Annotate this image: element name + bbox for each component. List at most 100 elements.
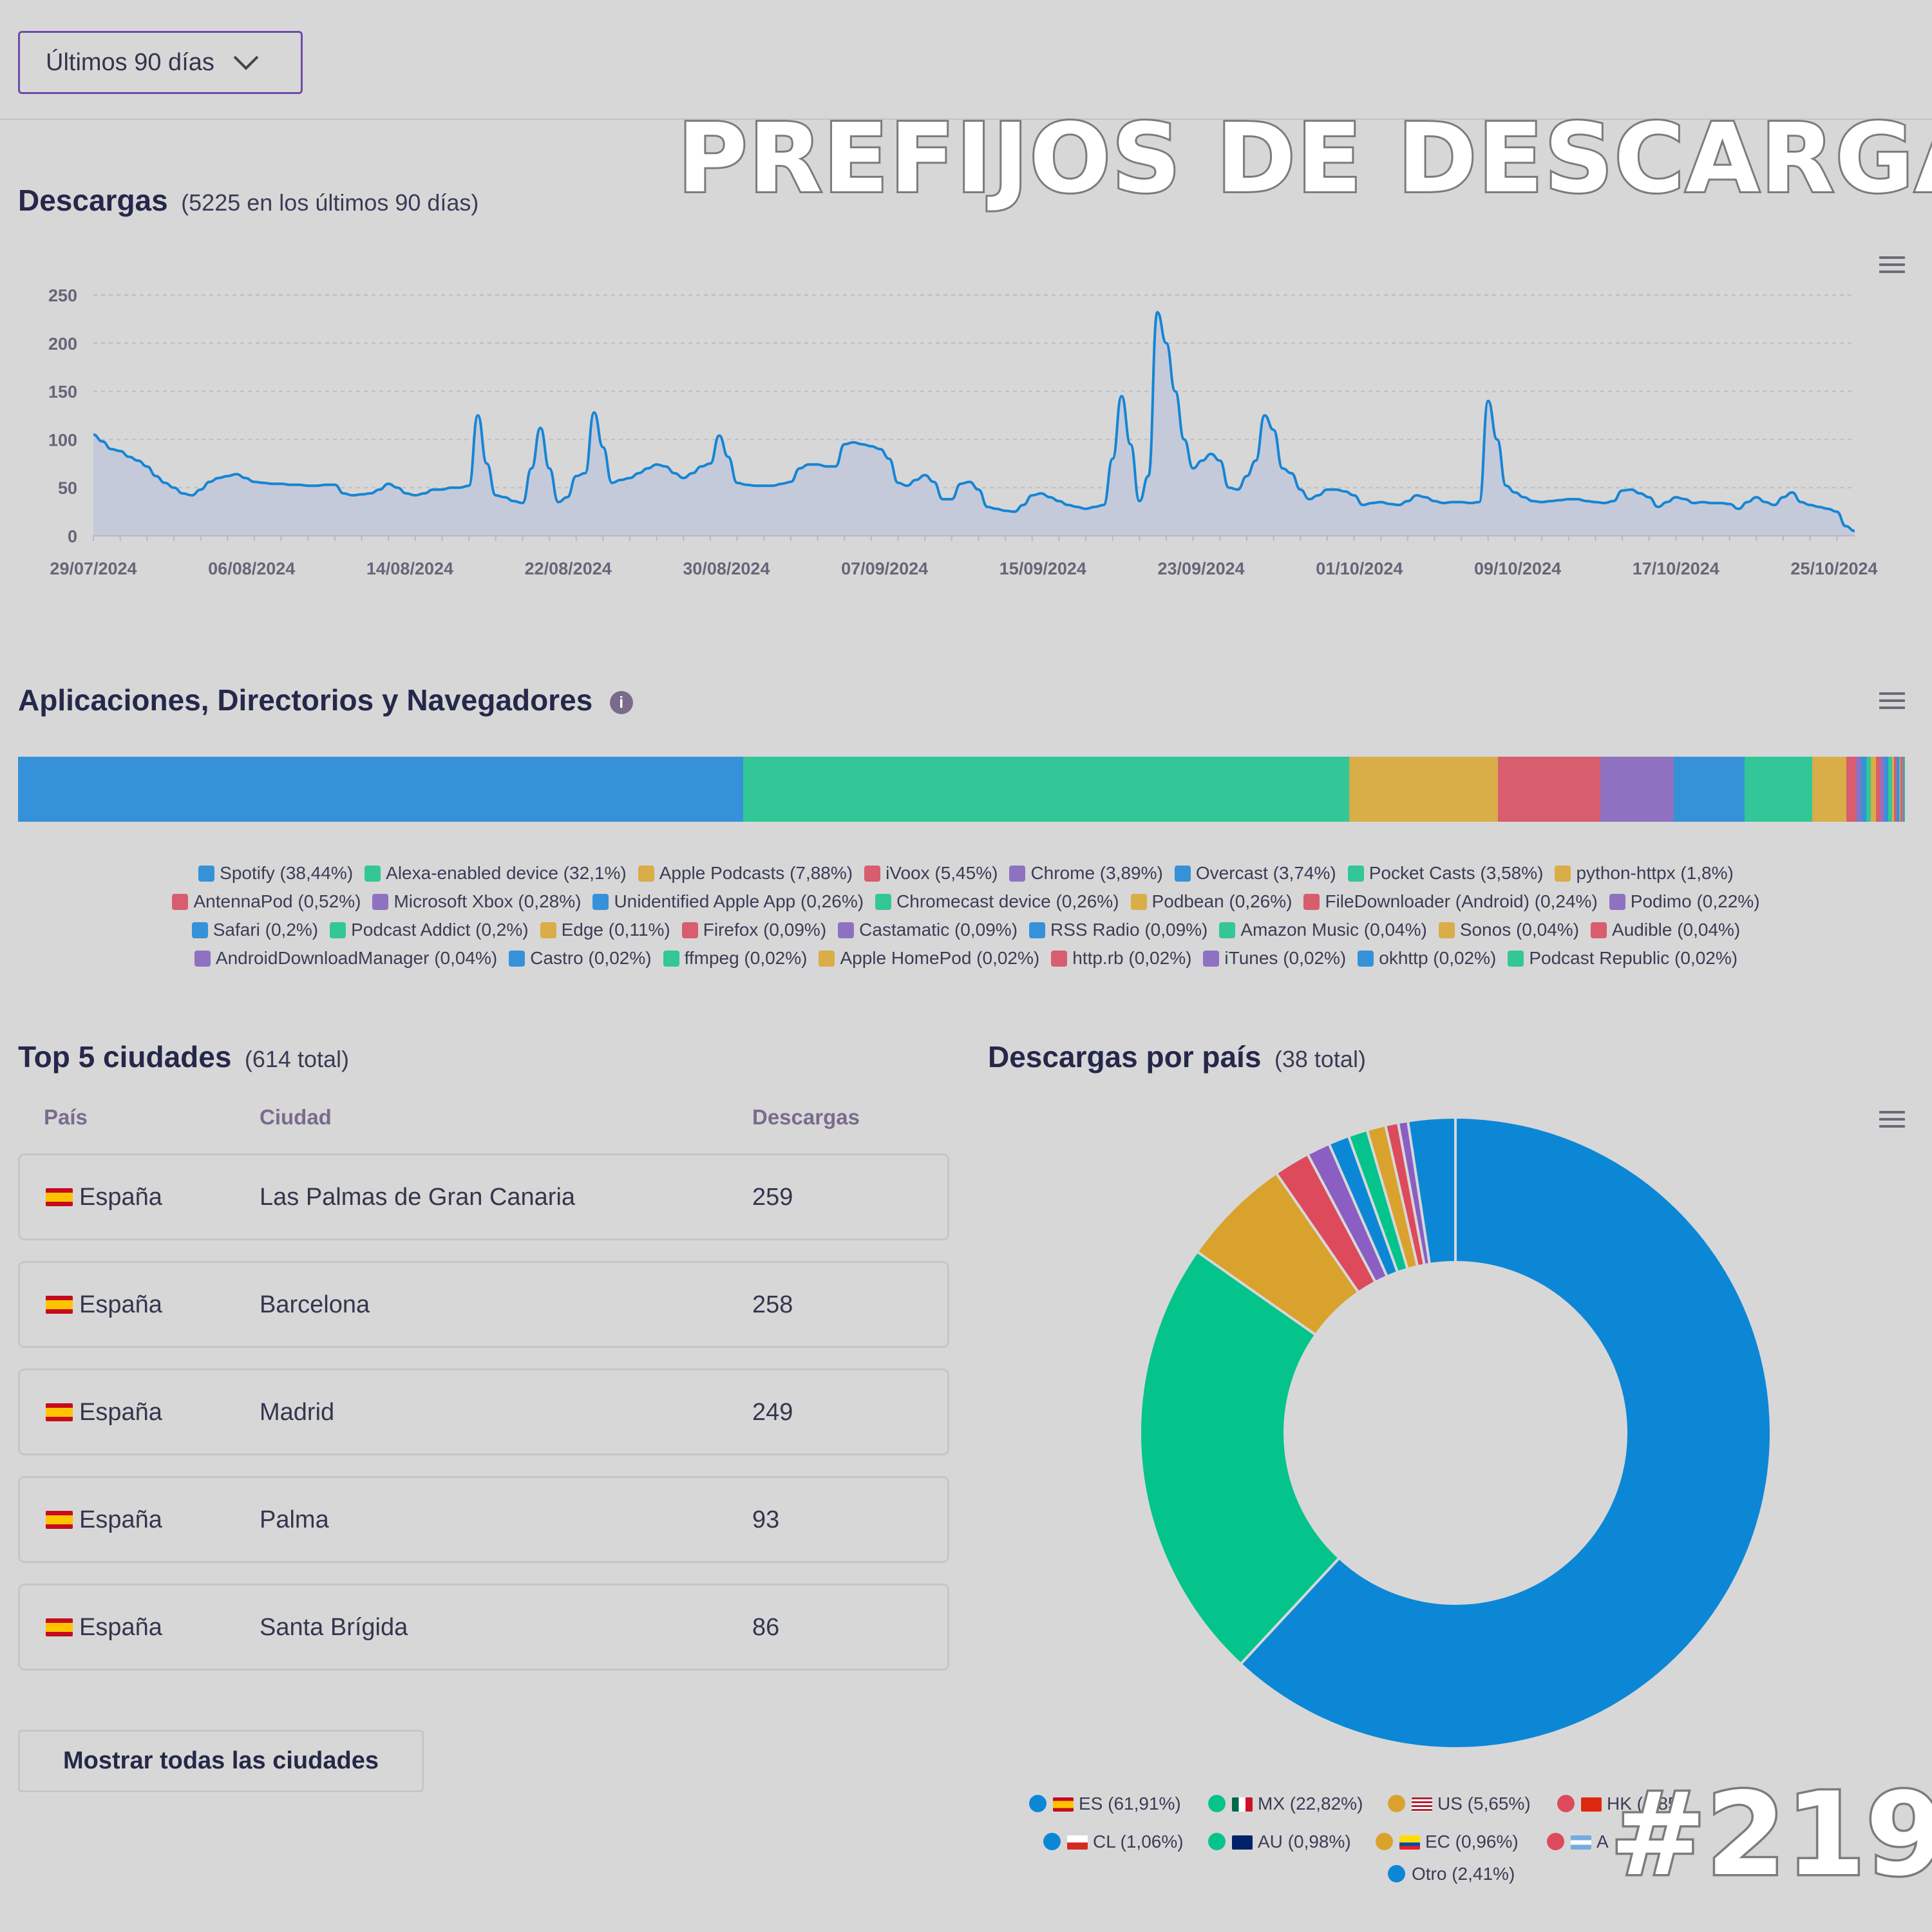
legend-item[interactable]: Sonos (0,04%)	[1438, 920, 1579, 940]
legend-item[interactable]: Castro (0,02%)	[509, 948, 652, 969]
downloads-title: Descargas	[18, 184, 168, 217]
downloads-cell: 258	[752, 1291, 793, 1318]
downloads-header: Descargas (5225 en los últimos 90 días)	[18, 183, 478, 218]
bar-segment[interactable]	[18, 757, 744, 822]
legend-item[interactable]: Podcast Republic (0,02%)	[1508, 948, 1738, 969]
bar-segment[interactable]	[1674, 757, 1745, 822]
cl-flag-icon	[1067, 1835, 1088, 1850]
country-legend-item[interactable]: A	[1547, 1832, 1609, 1852]
legend-item[interactable]: Chrome (3,89%)	[1009, 863, 1163, 884]
legend-item[interactable]: Safari (0,2%)	[191, 920, 318, 940]
bar-segment[interactable]	[1899, 757, 1900, 822]
bar-segment[interactable]	[1846, 757, 1856, 822]
bar-segment[interactable]	[1891, 757, 1895, 822]
chart-menu-icon[interactable]	[1879, 256, 1905, 276]
bar-segment[interactable]	[1880, 757, 1885, 822]
bar-segment[interactable]	[1600, 757, 1674, 822]
legend-item[interactable]: Audible (0,04%)	[1591, 920, 1740, 940]
bar-segment[interactable]	[743, 757, 1349, 822]
show-all-cities-button[interactable]: Mostrar todas las ciudades	[18, 1730, 424, 1792]
info-icon[interactable]: i	[609, 691, 633, 714]
bar-segment[interactable]	[1497, 757, 1601, 822]
legend-dot	[1547, 1833, 1564, 1850]
bar-segment[interactable]	[1349, 757, 1498, 822]
bar-segment[interactable]	[1902, 757, 1903, 822]
col-city[interactable]: Ciudad	[260, 1105, 332, 1129]
legend-row: Spotify (38,44%) Alexa-enabled device (32…	[0, 863, 1932, 884]
countries-menu-icon[interactable]	[1879, 1111, 1905, 1130]
legend-item[interactable]: Podbean (0,26%)	[1130, 891, 1292, 912]
legend-item[interactable]: Firefox (0,09%)	[681, 920, 826, 940]
legend-item[interactable]: python-httpx (1,8%)	[1555, 863, 1734, 884]
legend-item[interactable]: Chromecast device (0,26%)	[875, 891, 1119, 912]
legend-item[interactable]: iVoox (5,45%)	[864, 863, 998, 884]
bar-segment[interactable]	[1903, 757, 1904, 822]
legend-item[interactable]: FileDownloader (Android) (0,24%)	[1303, 891, 1598, 912]
legend-swatch	[1609, 894, 1625, 910]
bar-segment[interactable]	[1744, 757, 1812, 822]
bar-segment[interactable]	[1866, 757, 1871, 822]
legend-item[interactable]: RSS Radio (0,09%)	[1029, 920, 1208, 940]
apps-menu-icon[interactable]	[1879, 692, 1905, 712]
x-tick-label: 07/09/2024	[841, 559, 928, 578]
bar-segment[interactable]	[1888, 757, 1892, 822]
legend-item[interactable]: Apple Podcasts (7,88%)	[638, 863, 853, 884]
bar-segment[interactable]	[1902, 757, 1903, 822]
legend-swatch	[592, 894, 609, 910]
legend-dot	[1208, 1833, 1226, 1850]
bar-segment[interactable]	[1812, 757, 1846, 822]
bar-segment[interactable]	[1904, 757, 1905, 822]
legend-item[interactable]: Podimo (0,22%)	[1609, 891, 1760, 912]
legend-item[interactable]: Spotify (38,44%)	[198, 863, 353, 884]
legend-item[interactable]: okhttp (0,02%)	[1358, 948, 1496, 969]
legend-item[interactable]: Amazon Music (0,04%)	[1219, 920, 1427, 940]
bar-segment[interactable]	[1904, 757, 1905, 822]
legend-item[interactable]: Overcast (3,74%)	[1174, 863, 1336, 884]
bar-segment[interactable]	[1871, 757, 1876, 822]
country-legend-item[interactable]: EC (0,96%)	[1376, 1832, 1519, 1852]
legend-item[interactable]: Apple HomePod (0,02%)	[819, 948, 1039, 969]
legend-item[interactable]: Microsoft Xbox (0,28%)	[372, 891, 581, 912]
legend-item[interactable]: http.rb (0,02%)	[1051, 948, 1191, 969]
bar-segment[interactable]	[1884, 757, 1889, 822]
legend-item[interactable]: AntennaPod (0,52%)	[172, 891, 361, 912]
chevron-down-icon	[233, 55, 259, 70]
country-legend-item[interactable]: US (5,65%)	[1388, 1794, 1531, 1814]
col-downloads[interactable]: Descargas	[752, 1105, 860, 1129]
legend-item[interactable]: Pocket Casts (3,58%)	[1347, 863, 1543, 884]
bar-segment[interactable]	[1895, 757, 1898, 822]
country-legend-item[interactable]: ES (61,91%)	[1029, 1794, 1181, 1814]
cities-subtitle: (614 total)	[244, 1046, 349, 1072]
bar-segment[interactable]	[1861, 757, 1866, 822]
bar-segment[interactable]	[1900, 757, 1902, 822]
legend-item[interactable]: Castamatic (0,09%)	[838, 920, 1018, 940]
legend-item[interactable]: ffmpeg (0,02%)	[663, 948, 807, 969]
bar-segment[interactable]	[1894, 757, 1896, 822]
y-tick-label: 0	[68, 527, 77, 546]
country-legend-item[interactable]: CL (1,06%)	[1043, 1832, 1184, 1852]
bar-segment[interactable]	[1897, 757, 1900, 822]
legend-item[interactable]: Podcast Addict (0,2%)	[330, 920, 529, 940]
bar-segment[interactable]	[1855, 757, 1861, 822]
country-legend-item[interactable]: MX (22,82%)	[1208, 1794, 1363, 1814]
legend-swatch	[1508, 951, 1524, 967]
x-tick-label: 15/09/2024	[999, 559, 1086, 578]
legend-swatch	[1555, 866, 1571, 882]
legend-item[interactable]: iTunes (0,02%)	[1203, 948, 1346, 969]
country-legend-item[interactable]: Otro (2,41%)	[1388, 1864, 1515, 1884]
bar-segment[interactable]	[1902, 757, 1904, 822]
date-range-select[interactable]: Últimos 90 días	[18, 31, 303, 94]
legend-item[interactable]: Edge (0,11%)	[540, 920, 670, 940]
downloads-subtitle: (5225 en los últimos 90 días)	[181, 189, 479, 216]
legend-item[interactable]: Unidentified Apple App (0,26%)	[592, 891, 864, 912]
country-legend-item[interactable]: AU (0,98%)	[1208, 1832, 1351, 1852]
col-country[interactable]: País	[44, 1105, 88, 1129]
episode-number: #219	[1608, 1766, 1932, 1904]
legend-swatch	[540, 922, 556, 938]
legend-item[interactable]: Alexa-enabled device (32,1%)	[365, 863, 627, 884]
bar-segment[interactable]	[1875, 757, 1880, 822]
hk-flag-icon	[1581, 1797, 1602, 1812]
countries-donut-chart	[1139, 1115, 1772, 1750]
country-legend-item[interactable]: HK (1,85	[1557, 1794, 1678, 1814]
legend-item[interactable]: AndroidDownloadManager (0,04%)	[194, 948, 497, 969]
